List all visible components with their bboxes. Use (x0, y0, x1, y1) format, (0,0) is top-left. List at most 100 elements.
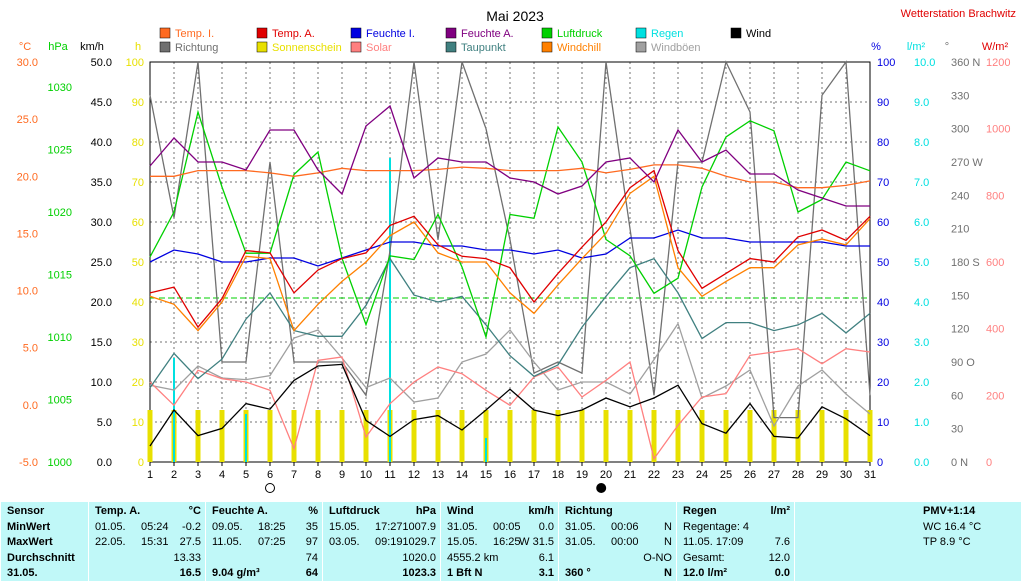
x-tick-label: 9 (339, 469, 345, 481)
table-cell: 16:25 (493, 536, 521, 548)
table-cell: Durchschnitt (7, 551, 75, 564)
table-row: 15.05. 16:25 W 31.5 (445, 535, 554, 550)
y-tick-label-wind_kmh: 40.0 (91, 137, 112, 149)
y-tick-label-solar_wm2: 1200 (986, 57, 1010, 69)
table-cell: 00:05 (493, 520, 521, 533)
table-row: Sensor (5, 504, 84, 519)
table-col-druck: Luftdruck hPa 15.05. 17:27 1007.9 03.05. 09:19… (322, 502, 440, 581)
legend-label: Wind (746, 28, 771, 40)
table-cell: N (664, 536, 672, 548)
bar-sun_h (723, 410, 729, 462)
y-tick-label-pressure_hpa: 1030 (48, 82, 72, 94)
y-tick-label-sun_h: 90 (132, 97, 144, 109)
table-row: Temp. A. °C (93, 504, 201, 519)
table-cell: Regen (683, 505, 717, 517)
bar-sun_h (339, 410, 345, 462)
y-tick-label-wind_kmh: 25.0 (91, 257, 112, 269)
axis-unit-labels: °C hPa km/h h% l/m² ° W/m² (19, 41, 1009, 53)
y-tick-label-direction_deg: 150 (951, 290, 969, 302)
y-tick-label-sun_h: 30 (132, 337, 144, 349)
table-cell: N (664, 567, 672, 579)
table-row: Durchschnitt (5, 551, 84, 566)
y-tick-label-humidity_pct: 20 (877, 377, 889, 389)
y-tick-label-sun_h: 40 (132, 297, 144, 309)
table-row: Regentage: 4 (681, 520, 790, 535)
table-row: MaxWert (5, 535, 84, 550)
x-tick-label: 14 (456, 469, 468, 481)
table-cell: N (664, 520, 672, 533)
legend-swatch (159, 27, 171, 39)
x-tick-label: 5 (243, 469, 249, 481)
y-tick-label-rain_lm2: 2.0 (914, 377, 929, 389)
y-tick-label-solar_wm2: 0 (986, 457, 992, 469)
table-row: 1023.3 (327, 566, 436, 581)
x-tick-label: 26 (744, 469, 756, 481)
table-row: 16.5 (93, 566, 201, 581)
table-cell: Regentage: 4 (683, 520, 750, 533)
axis-unit-h: h (135, 41, 141, 53)
bar-sun_h (435, 410, 441, 462)
legend-swatch (159, 41, 171, 53)
plot-area (147, 60, 873, 463)
table-cell: °C (188, 505, 201, 517)
y-tick-label-solar_wm2: 600 (986, 257, 1004, 269)
legend-swatch (350, 41, 362, 53)
table-row: 1 Bft N 3.1 (445, 566, 554, 581)
table-cell: 00:00 (611, 536, 639, 548)
table-cell: Richtung (565, 505, 613, 517)
table-row: Luftdruck hPa (327, 504, 436, 519)
y-tick-label-wind_kmh: 10.0 (91, 377, 112, 389)
moon-new-icon (596, 483, 607, 493)
table-row: WC 16.4 °C (799, 520, 1017, 535)
series-line-solar_wm2 (149, 348, 871, 461)
axis-unit-c: °C (19, 41, 31, 53)
table-cell: 11.05. (212, 536, 242, 548)
table-col-temp: Temp. A. °C 01.05. 05:24 -0.2 22.05. 15:31 27.5… (88, 502, 205, 581)
series-line-temp_c (149, 175, 871, 332)
y-tick-label-rain_lm2: 1.0 (914, 417, 929, 429)
y-tick-label-direction_deg: 30 (951, 424, 963, 436)
table-row: 360 ° N (563, 566, 672, 581)
table-cell: 13.33 (173, 551, 201, 564)
legend-label: Feuchte I. (366, 28, 415, 40)
table-col-pmv: PMV+1:14 WC 16.4 °C TP 8.9 °C (794, 502, 1021, 581)
series-line-temp_c (149, 257, 871, 389)
legend-label: Windchill (557, 42, 601, 54)
table-cell: 3.1 (538, 567, 554, 579)
series-line-direction_deg (149, 60, 871, 419)
table-cell: 35 (305, 520, 318, 533)
table-cell: 07:25 (258, 536, 286, 548)
bar-sun_h (651, 410, 657, 462)
table-cell: Temp. A. (95, 505, 141, 517)
y-tick-label-temp_c: 30.0 (17, 57, 38, 69)
table-cell: 11.05. 17:09 (683, 536, 744, 548)
legend-label: Feuchte A. (461, 28, 514, 40)
bar-sun_h (555, 410, 561, 462)
legend-swatch (541, 27, 553, 39)
bar-sun_h (459, 410, 465, 462)
legend-label: Windböen (651, 42, 701, 54)
y-tick-label-pressure_hpa: 1025 (48, 145, 72, 157)
legend-label: Regen (651, 28, 683, 40)
table-cell: Wind (447, 505, 474, 517)
table-cell: W 31.5 (519, 536, 554, 548)
y-tick-label-humidity_pct: 40 (877, 297, 889, 309)
y-tick-label-direction_deg: 360 N (951, 57, 980, 69)
table-cell: Gesamt: (683, 551, 725, 564)
table-cell: l/m² (770, 505, 790, 517)
x-tick-label: 19 (576, 469, 588, 481)
legend-swatch (350, 27, 362, 39)
table-cell: PMV+1:14 (923, 505, 976, 517)
bar-sun_h (579, 410, 585, 462)
table-row: 22.05. 15:31 27.5 (93, 535, 201, 550)
axis-unit-pct: % (871, 41, 881, 53)
y-tick-label-sun_h: 10 (132, 417, 144, 429)
y-tick-label-humidity_pct: 100 (877, 57, 895, 69)
legend-swatch (445, 41, 457, 53)
x-tick-label: 18 (552, 469, 564, 481)
legend-label: Taupunkt (461, 42, 506, 54)
x-tick-label: 17 (528, 469, 540, 481)
table-cell: 15.05. (329, 520, 360, 533)
y-tick-label-temp_c: 25.0 (17, 114, 38, 126)
table-cell: 4555.2 km (447, 551, 499, 564)
